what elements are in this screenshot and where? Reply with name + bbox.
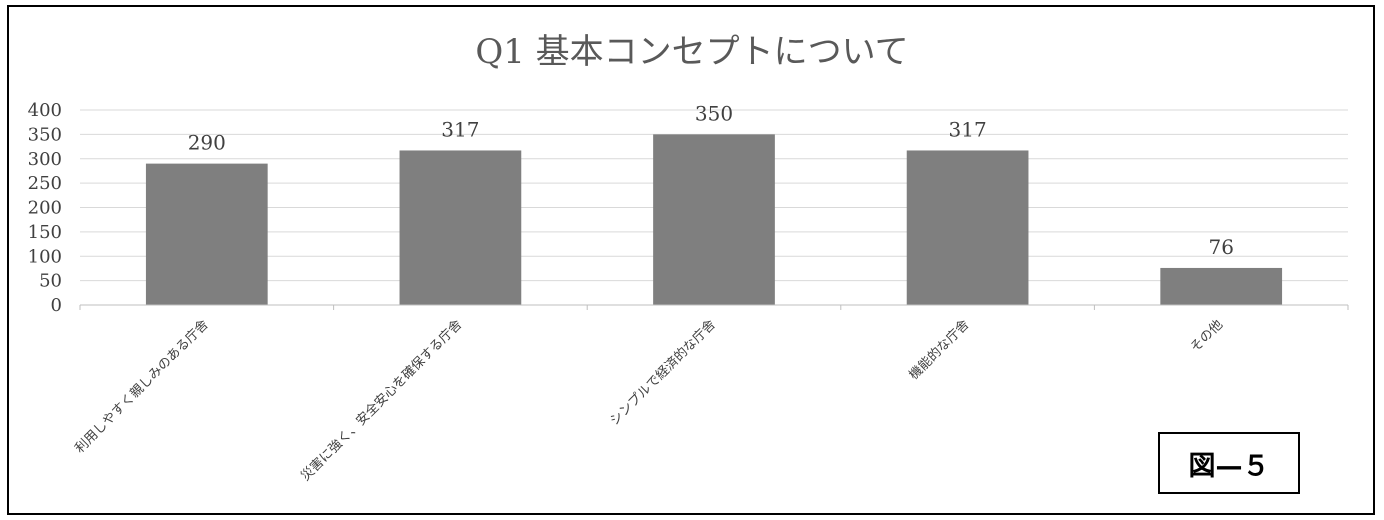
figure-label: 図—５ (1158, 432, 1300, 494)
data-label: 76 (1208, 235, 1233, 259)
y-tick-label: 350 (28, 124, 62, 145)
bar (399, 150, 522, 305)
x-tick-label: 機能的な庁舎 (906, 317, 972, 383)
data-labels: 290 317 350 317 76 (188, 101, 1234, 259)
x-tick-label: その他 (1188, 317, 1226, 355)
chart-title: Q1 基本コンセプトについて (475, 32, 908, 72)
y-tick-label: 300 (28, 149, 62, 170)
y-tick-label: 150 (28, 222, 62, 243)
bar (1160, 267, 1283, 305)
y-axis: 0 50 100 150 200 250 300 350 400 (28, 100, 62, 316)
y-tick-label: 400 (28, 100, 62, 121)
y-tick-label: 0 (51, 295, 62, 316)
bars (145, 134, 1283, 305)
x-axis: 利用しやすく親しみのある庁舎 災害に強く、安全安心を確保する庁舎 シンプルで経済的な… (72, 304, 1349, 485)
y-tick-label: 50 (39, 271, 62, 292)
x-tick-label: 災害に強く、安全安心を確保する庁舎 (298, 317, 466, 485)
data-label: 290 (188, 131, 226, 155)
x-tick-label: シンプルで経済的な庁舎 (607, 317, 719, 429)
y-tick-label: 250 (28, 173, 62, 194)
y-tick-label: 100 (28, 246, 62, 267)
data-label: 317 (441, 117, 479, 141)
data-label: 350 (695, 101, 733, 125)
bar (145, 163, 268, 305)
bar (653, 134, 775, 305)
y-tick-label: 200 (28, 198, 62, 219)
bar (906, 150, 1029, 305)
x-tick-label: 利用しやすく親しみのある庁舎 (72, 317, 211, 456)
data-label: 317 (949, 117, 987, 141)
